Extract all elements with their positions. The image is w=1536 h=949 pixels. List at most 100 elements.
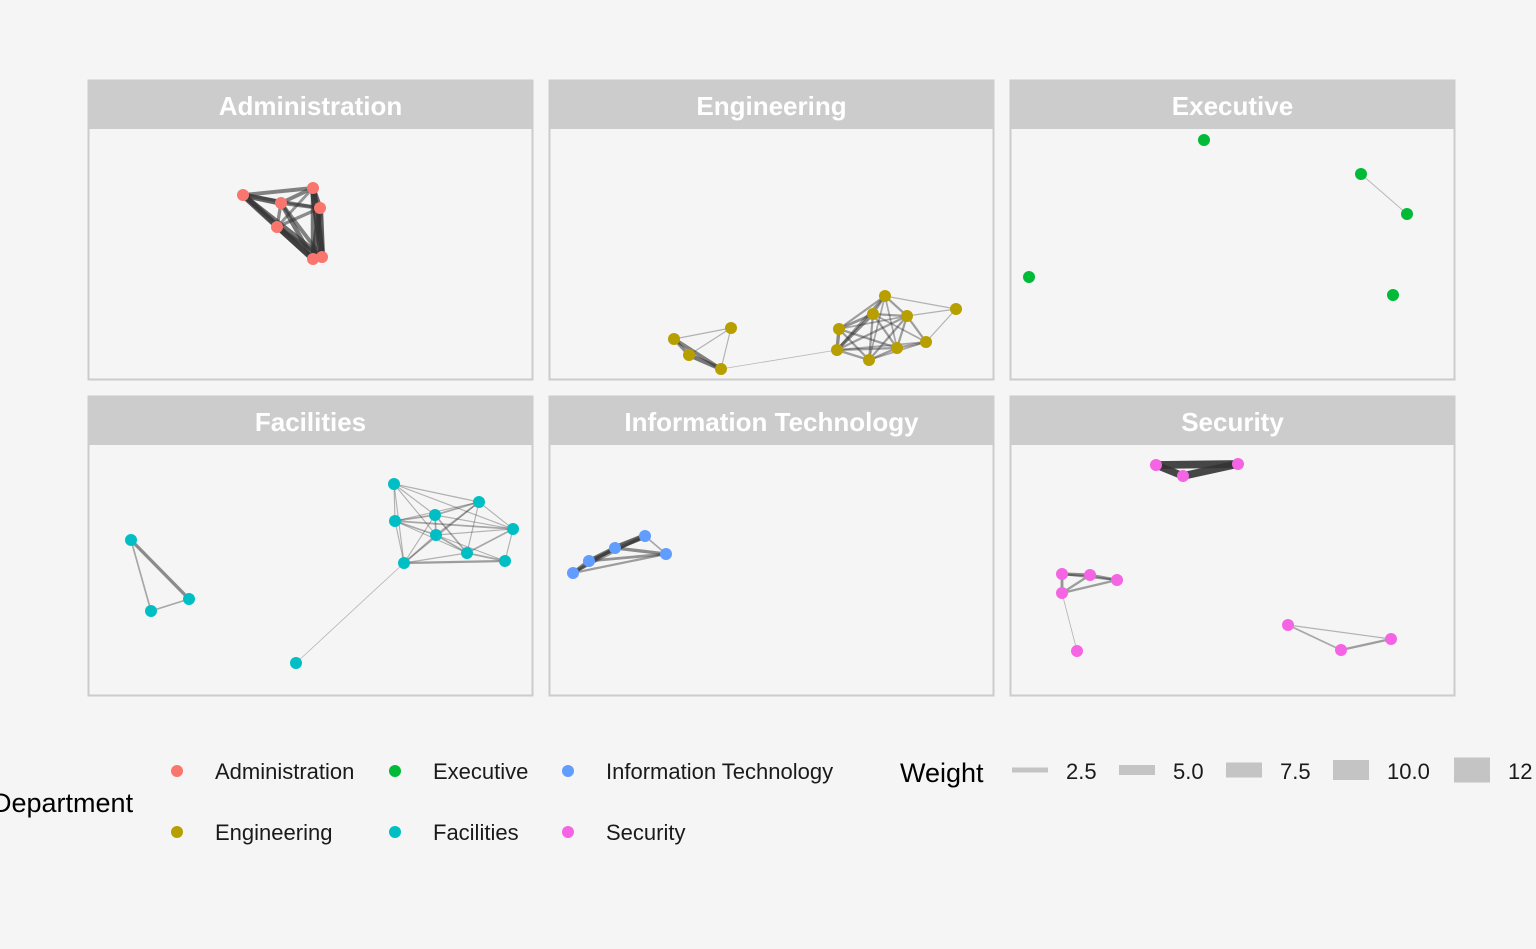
network-edge [393,483,514,530]
legend-weight-key [1012,767,1048,773]
network-edge [673,327,732,340]
network-edge [884,295,957,310]
network-node [863,354,875,366]
network-edge [925,308,957,343]
network-edge [1287,624,1392,640]
network-node [867,308,879,320]
legend-key [171,826,183,838]
network-edge [1060,578,1119,595]
panel-title: Executive [1172,91,1293,121]
legend-entry-administration: Administration [171,759,354,784]
network-edge [688,327,732,356]
panel-title: Security [1181,407,1284,437]
network-edge [394,514,436,522]
network-node [183,593,195,605]
legend-entry-executive: Executive [389,759,528,784]
network-node [1111,574,1123,586]
network-node [1335,644,1347,656]
panel-strip [88,80,533,129]
network-edge [613,546,668,556]
network-edge [837,294,887,331]
network-edge [279,201,322,210]
legend-entry-security: Security [562,820,685,845]
network-edge [316,204,326,261]
network-node [583,555,595,567]
network-edge [720,327,732,370]
network-edge [275,186,315,229]
network-node [429,509,441,521]
legend-key [171,765,183,777]
network-node [833,323,845,335]
network-node [1177,470,1189,482]
legend-title-weight: Weight [900,758,984,788]
legend-key [389,765,401,777]
network-edge [403,552,468,564]
network-node [389,515,401,527]
network-edge [402,559,507,565]
legend-weight-key [1226,762,1262,778]
legend-entry-information-technology: Information Technology [562,759,833,784]
network-node [920,336,932,348]
network-node [1150,459,1162,471]
nodes [1056,458,1397,657]
network-node [1355,168,1367,180]
legend-weight-2-5: 2.5 [1012,759,1097,784]
network-edge [393,483,436,516]
network-edge [906,308,957,317]
legend-weight-5-0: 5.0 [1119,759,1204,784]
nodes [125,478,519,669]
network-edge [295,562,405,664]
network-edge [434,514,468,554]
network-edge [871,312,899,350]
network-edge [435,528,514,536]
legend-weight-12: 12 [1454,757,1532,784]
network-node [398,557,410,569]
edges [1360,173,1408,215]
network-edge [435,534,506,562]
network-node [901,310,913,322]
network-edge [434,514,514,530]
legend-weight-label: 5.0 [1173,759,1204,784]
legend-weight-label: 2.5 [1066,759,1097,784]
network-edge [403,514,436,564]
nodes [1023,134,1413,301]
network-node [125,534,137,546]
nodes [237,182,328,265]
panel-strip [549,396,994,445]
network-edge [403,534,437,564]
panel-background [1009,79,1456,381]
network-node [1023,271,1035,283]
network-node [668,333,680,345]
panel-facilities: Facilities [87,395,534,697]
network-node [1232,458,1244,470]
legend-label: Information Technology [606,759,833,784]
panel-background [87,395,534,697]
network-node [1056,568,1068,580]
network-node [290,657,302,669]
network-edge [394,520,437,536]
panel-engineering: Engineering [548,79,995,381]
network-node [725,322,737,334]
network-node [567,567,579,579]
network-edge [434,501,480,516]
legend-entry-facilities: Facilities [389,820,519,845]
network-edge [150,598,190,612]
legend-label: Administration [215,759,354,784]
network-edge [275,206,322,229]
legend-weight-key [1333,760,1369,780]
network-node [499,555,511,567]
network-edge [837,312,875,331]
panel-background [1009,395,1456,697]
legend-title-department: Department [0,788,134,818]
network-node [314,202,326,214]
network-edge [466,528,514,554]
panel-strip [1010,396,1455,445]
panel-strip [549,80,994,129]
network-edge [241,186,315,197]
panel-administration: Administration [87,79,534,381]
legend-weight-label: 12 [1508,759,1532,784]
legend-label: Facilities [433,820,519,845]
network-edge [393,483,480,503]
network-node [891,342,903,354]
network-edge [884,295,898,349]
